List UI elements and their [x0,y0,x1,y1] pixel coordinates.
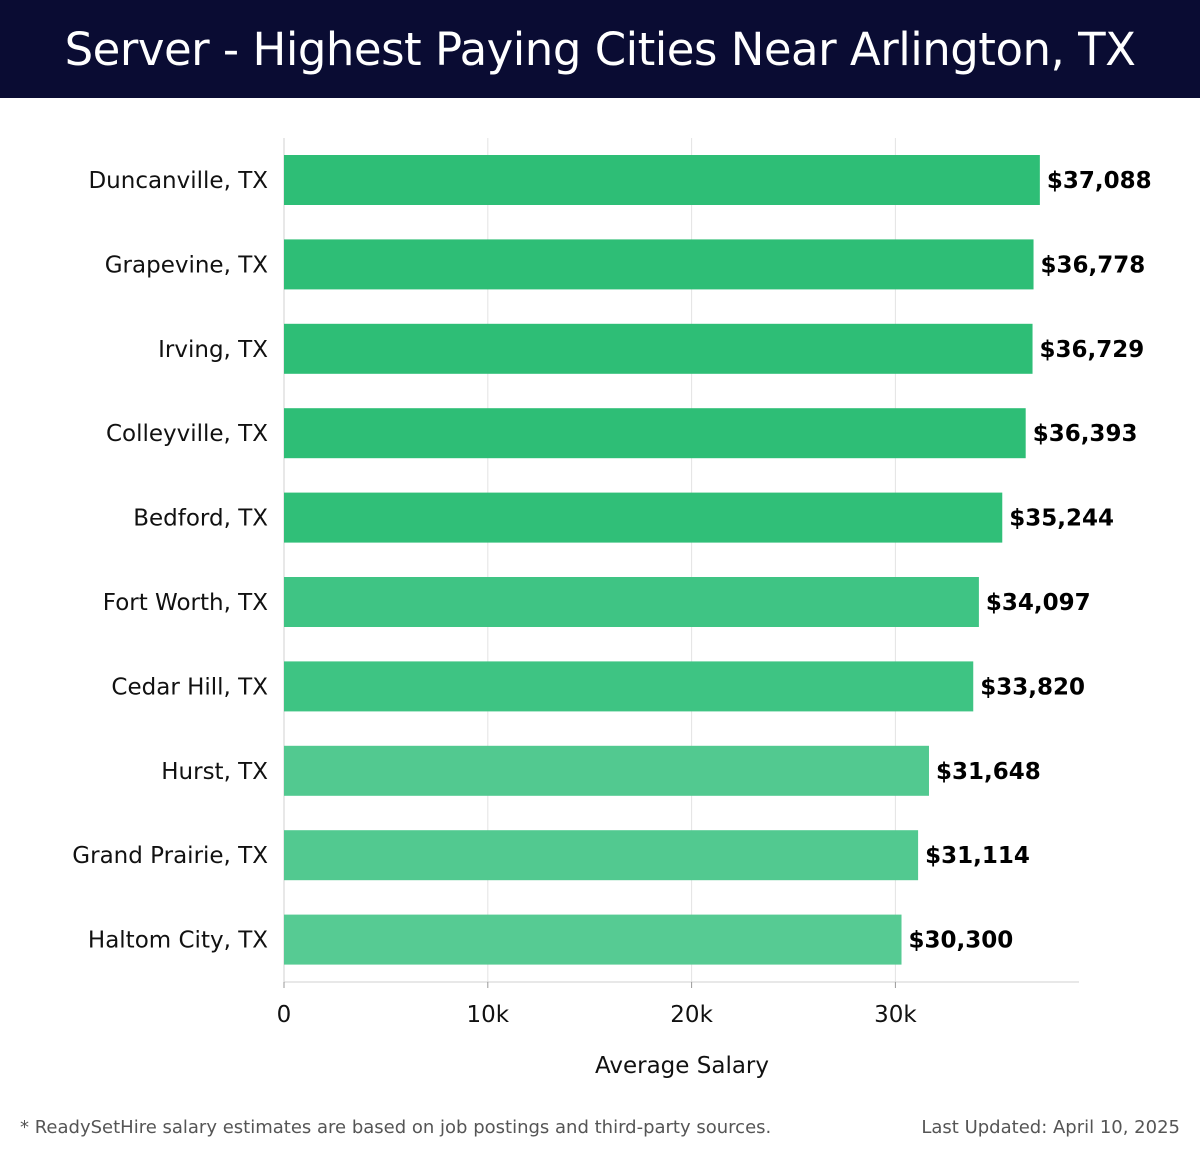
category-label: Haltom City, TX [88,928,268,954]
bar [284,830,919,881]
bar [284,239,1034,290]
bar [284,408,1026,459]
value-label: $34,097 [986,590,1091,616]
category-label: Grapevine, TX [105,252,269,278]
chart-title: Server - Highest Paying Cities Near Arli… [64,22,1136,76]
category-label: Irving, TX [158,337,268,363]
last-updated: Last Updated: April 10, 2025 [921,1117,1180,1138]
x-tick-label: 0 [277,1002,292,1028]
bar [284,155,1040,205]
value-label: $30,300 [909,928,1014,954]
category-label: Fort Worth, TX [103,590,268,616]
value-label: $36,393 [1033,421,1138,447]
bar [284,492,1003,543]
value-label: $35,244 [1009,506,1114,532]
value-label: $31,648 [936,759,1041,785]
bar-chart: Duncanville, TX $37,088 Grapevine, TX $36,7… [72,138,1152,1079]
category-label: Grand Prairie, TX [72,843,268,869]
category-label: Cedar Hill, TX [111,674,268,700]
value-label: $36,778 [1041,252,1146,278]
value-label: $37,088 [1047,168,1152,194]
x-axis-title: Average Salary [595,1053,769,1079]
bar [284,577,979,627]
value-label: $31,114 [925,843,1030,869]
bar [284,914,902,965]
chart-title-banner: Server - Highest Paying Cities Near Arli… [0,0,1200,98]
value-label: $36,729 [1040,337,1145,363]
footer-note: * ReadySetHire salary estimates are base… [20,1117,772,1138]
bar [284,323,1033,374]
x-tick-label: 30k [874,1002,917,1028]
category-label: Colleyville, TX [106,421,268,447]
category-label: Duncanville, TX [88,168,268,194]
category-label: Bedford, TX [133,506,268,532]
bar [284,661,974,712]
x-tick-label: 10k [467,1002,510,1028]
category-label: Hurst, TX [161,759,268,785]
bar [284,745,929,796]
value-label: $33,820 [980,674,1085,700]
x-tick-label: 20k [670,1002,713,1028]
